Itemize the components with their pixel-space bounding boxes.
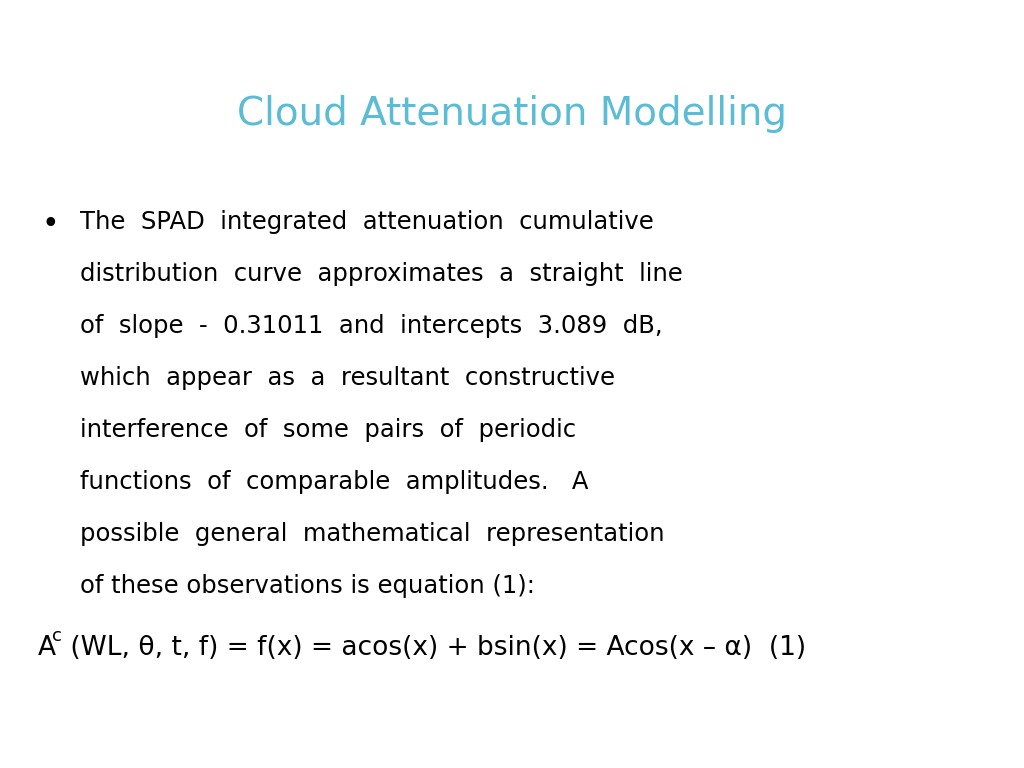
Text: which  appear  as  a  resultant  constructive: which appear as a resultant constructive — [80, 366, 615, 390]
Text: Cloud Attenuation Modelling: Cloud Attenuation Modelling — [237, 95, 787, 133]
Text: The  SPAD  integrated  attenuation  cumulative: The SPAD integrated attenuation cumulati… — [80, 210, 653, 234]
Text: possible  general  mathematical  representation: possible general mathematical representa… — [80, 522, 665, 546]
Text: •: • — [42, 210, 59, 239]
Text: distribution  curve  approximates  a  straight  line: distribution curve approximates a straig… — [80, 262, 683, 286]
Text: c: c — [52, 627, 61, 645]
Text: (WL, θ, t, f) = f(x) = acos(x) + bsin(x) = Acos(x – α)  (1): (WL, θ, t, f) = f(x) = acos(x) + bsin(x)… — [62, 635, 806, 661]
Text: interference  of  some  pairs  of  periodic: interference of some pairs of periodic — [80, 418, 577, 442]
Text: of these observations is equation (1):: of these observations is equation (1): — [80, 574, 535, 598]
Text: functions  of  comparable  amplitudes.   A: functions of comparable amplitudes. A — [80, 470, 589, 494]
Text: of  slope  -  0.31011  and  intercepts  3.089  dB,: of slope - 0.31011 and intercepts 3.089 … — [80, 314, 663, 338]
Text: A: A — [38, 635, 56, 661]
